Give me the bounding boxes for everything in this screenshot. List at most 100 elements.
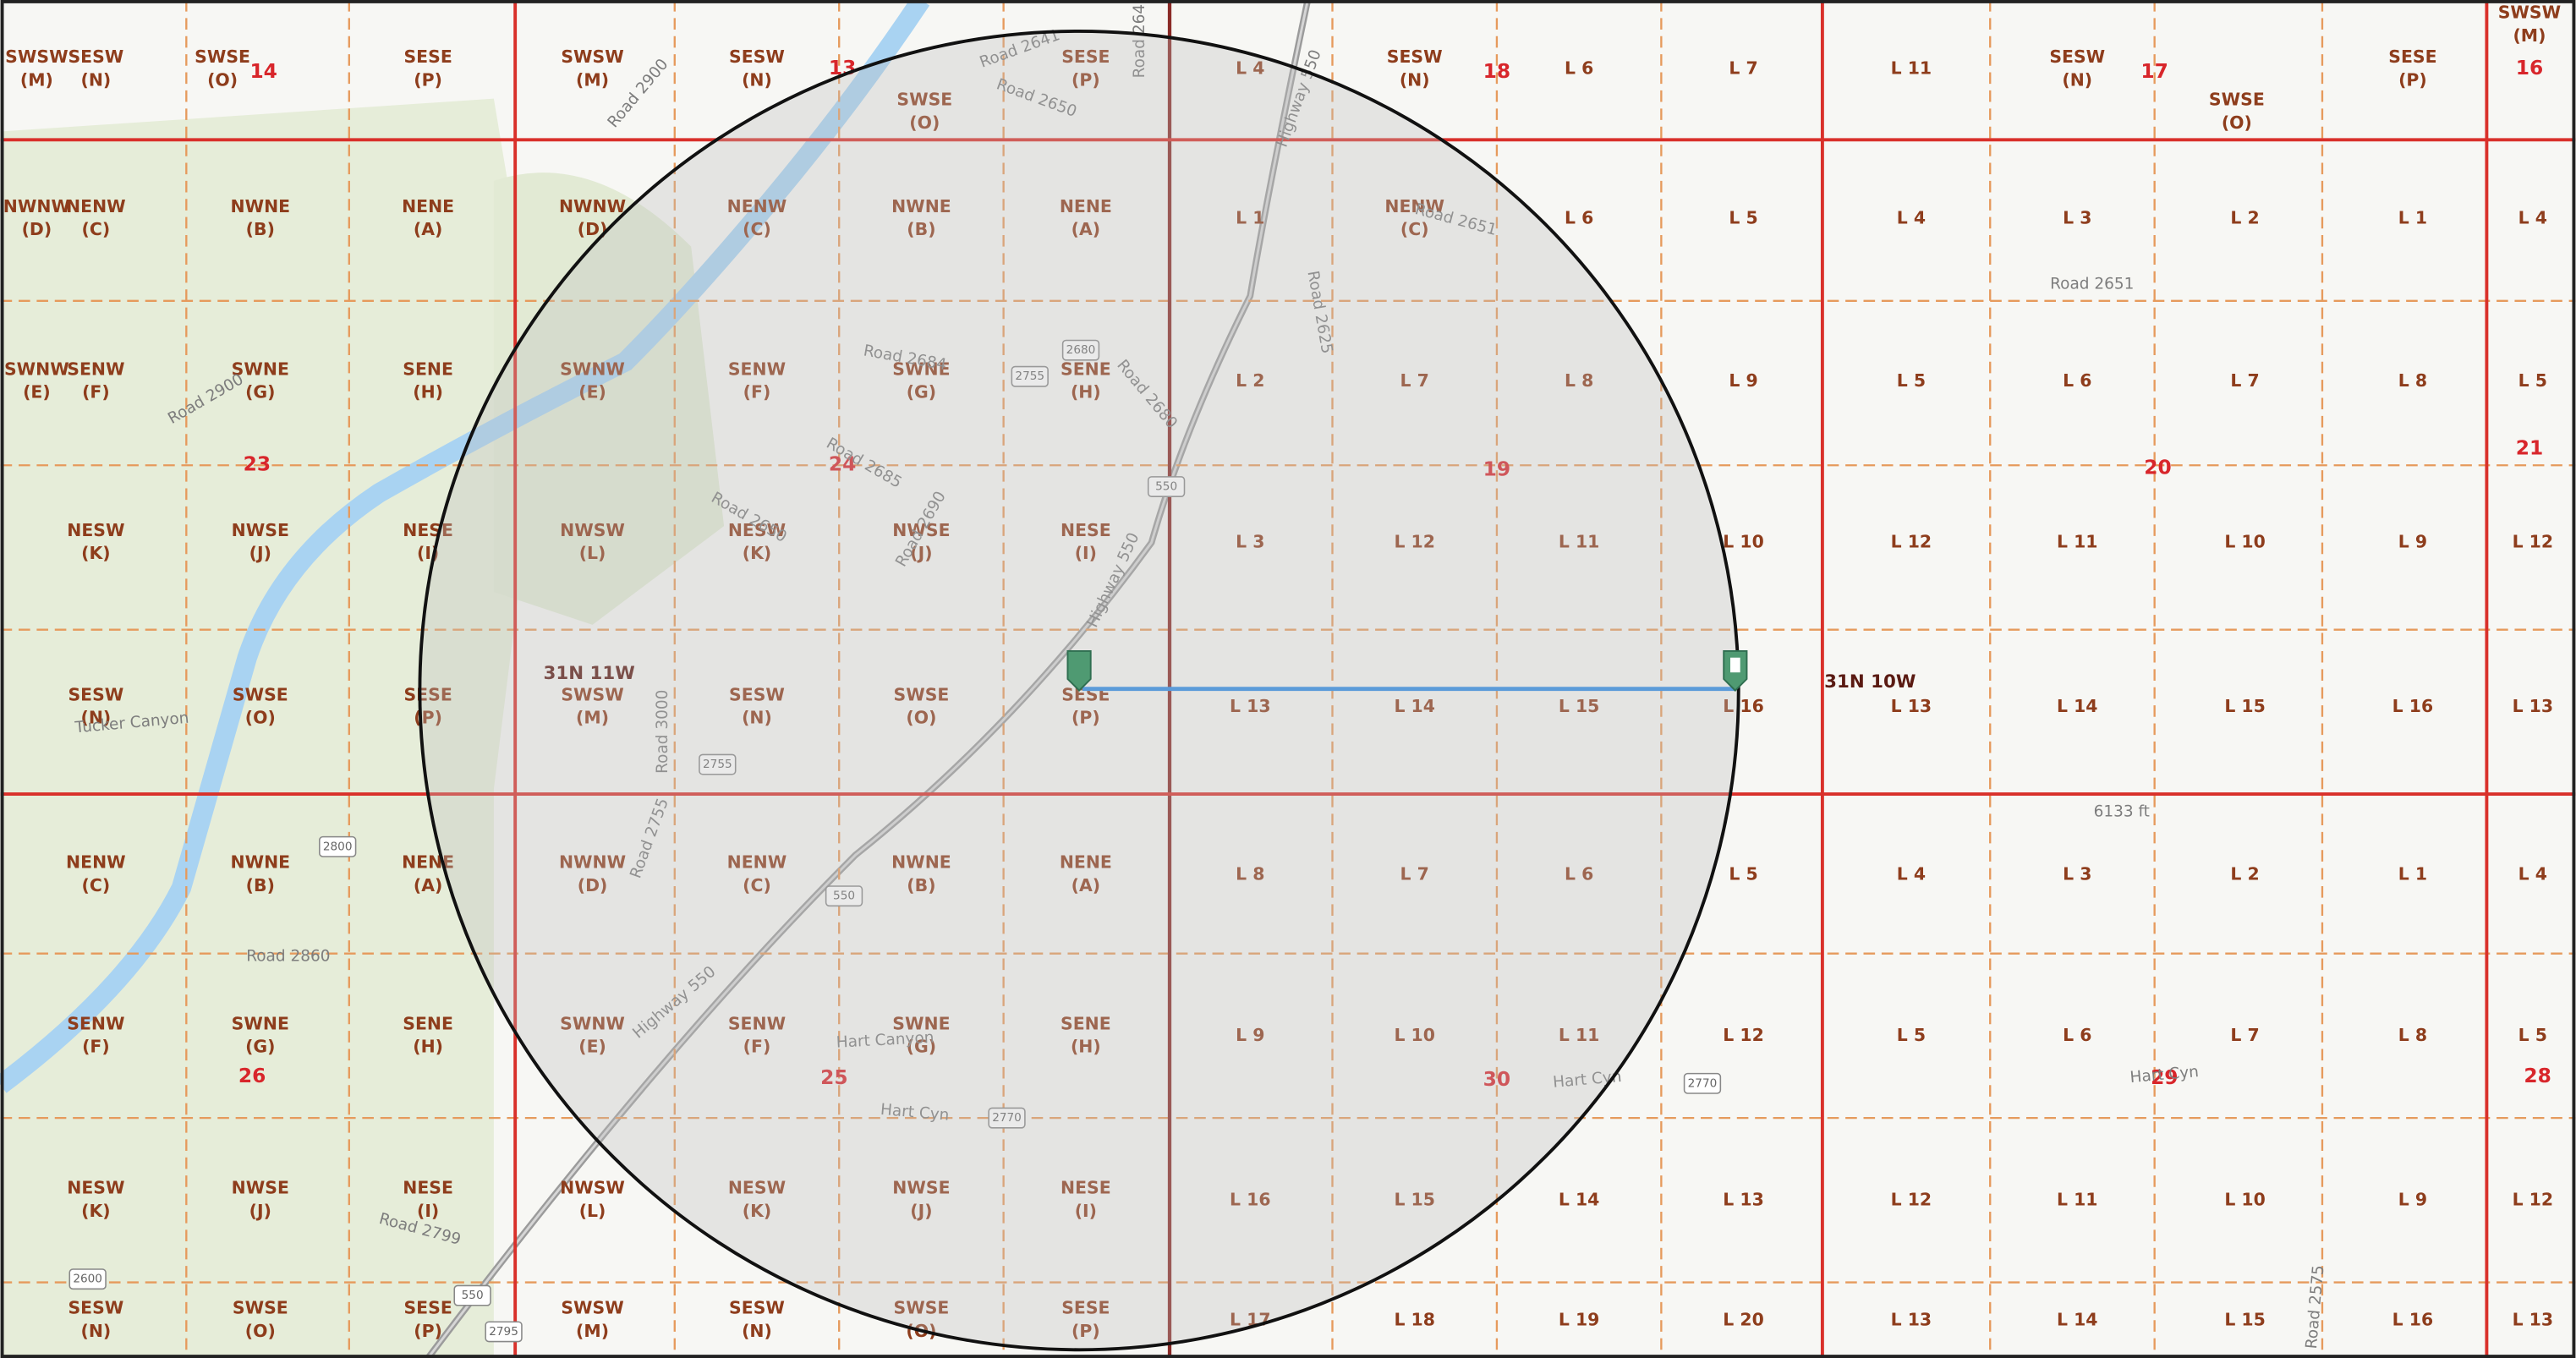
section-number: 30: [1483, 1067, 1510, 1091]
road-label: Road 2860: [246, 948, 330, 966]
lot-label: L 7: [1729, 58, 1757, 79]
lot-label: L 13: [1723, 1189, 1764, 1209]
cell-name: NENE: [1060, 852, 1112, 873]
lot-label: L 3: [2063, 863, 2091, 884]
lot-label: L 5: [2518, 370, 2547, 391]
river: [0, 0, 930, 1093]
cell-name: NENW: [727, 852, 787, 873]
cell-name: SWNW: [4, 359, 69, 379]
lot-label: L 5: [1729, 208, 1757, 228]
cell-letter: (N): [81, 708, 112, 728]
cell-name: SWSE: [893, 1298, 949, 1318]
road-shield: [1061, 339, 1100, 361]
cell-name: SWSE: [896, 90, 952, 110]
shield-label: 2770: [992, 1111, 1022, 1125]
section-number: 17: [2140, 59, 2168, 83]
road-shield: [1683, 1072, 1722, 1094]
cell-name: NWSW: [560, 520, 625, 540]
lot-label: L 2: [2230, 208, 2259, 228]
cell-name: NESW: [728, 1178, 786, 1198]
road-shield: [319, 835, 357, 857]
cell-letter: (F): [82, 382, 110, 402]
cell-name: SESE: [403, 1298, 452, 1318]
shield-label: 2600: [73, 1273, 102, 1286]
cell-letter: (N): [1400, 69, 1430, 90]
cell-letter: (J): [910, 543, 932, 563]
road-shield: [1147, 476, 1186, 497]
lot-label: L 5: [2518, 1025, 2547, 1045]
shield-label: 2770: [1688, 1076, 1718, 1090]
lot-label: L 13: [1891, 1309, 1932, 1329]
lot-label: L 12: [1891, 532, 1932, 552]
cell-name: SENE: [1061, 1013, 1111, 1033]
cell-letter: (J): [910, 1201, 932, 1221]
lot-label: L 15: [2224, 696, 2266, 716]
cell-name: SENW: [67, 1013, 124, 1033]
section-number: 21: [2516, 435, 2543, 459]
lot-label: L 13: [1891, 696, 1932, 716]
cell-letter: (A): [1072, 875, 1100, 895]
road-shield: [1011, 365, 1049, 387]
lot-label: L 3: [2063, 208, 2091, 228]
cell-name: NWNW: [559, 852, 626, 873]
labels: SWSW(M)SESW(N)SWSE(O)SESE(P)SWSW(M)SESW(…: [3, 0, 2561, 1350]
cell-letter: (P): [1072, 69, 1100, 90]
cell-name: NENW: [1384, 196, 1444, 216]
cell-letter: (N): [742, 1321, 772, 1341]
cell-letter: (E): [23, 382, 51, 402]
shield-label: 2755: [703, 758, 732, 771]
cell-name: SWSW: [561, 47, 623, 67]
cell-name: SENW: [728, 359, 786, 379]
cell-letter: (H): [413, 382, 443, 402]
cell-letter: (N): [2062, 69, 2092, 90]
lot-label: L 6: [1565, 58, 1593, 79]
shield-label: 2680: [1066, 343, 1096, 357]
lot-label: L 10: [2224, 1189, 2266, 1209]
vegetation: [0, 98, 544, 1358]
cell-letter: (O): [207, 69, 238, 90]
cell-letter: (K): [743, 543, 771, 563]
cell-letter: (K): [81, 543, 110, 563]
lot-label: L 8: [1565, 370, 1593, 391]
cell-name: NESE: [1061, 520, 1111, 540]
lot-label: L 1: [2398, 863, 2427, 884]
cell-letter: (M): [576, 69, 609, 90]
cell-letter: (O): [2222, 112, 2252, 133]
section-number: 25: [820, 1065, 847, 1089]
road-label: Road 2651: [2050, 275, 2134, 293]
lot-label: L 19: [1559, 1309, 1600, 1329]
shield-label: 550: [833, 890, 855, 903]
section-number: 19: [1483, 457, 1510, 481]
cell-name: NENE: [402, 196, 454, 216]
lot-label: L 9: [1729, 370, 1757, 391]
lot-label: L 7: [1400, 863, 1429, 884]
lot-label: L 16: [1723, 696, 1764, 716]
section-number: 28: [2524, 1064, 2551, 1087]
section-number: 26: [238, 1064, 266, 1087]
lot-label: L 11: [1559, 532, 1600, 552]
lot-label: L 4: [1897, 863, 1926, 884]
lot-label: L 10: [1394, 1025, 1435, 1045]
cell-name: NESE: [403, 1178, 453, 1198]
cell-letter: (J): [249, 1201, 271, 1221]
cell-letter: (M): [576, 708, 609, 728]
cell-letter: (G): [245, 382, 275, 402]
lot-label: L 16: [2392, 696, 2434, 716]
cell-letter: (F): [743, 1037, 771, 1057]
cell-letter: (M): [2513, 25, 2546, 46]
cell-letter: (D): [22, 219, 52, 239]
cell-letter: (A): [414, 219, 442, 239]
lot-label: L 4: [1897, 208, 1926, 228]
cell-letter: (K): [81, 1201, 110, 1221]
road-label: Road 2645: [1131, 0, 1148, 78]
cell-letter: (N): [742, 708, 772, 728]
lot-label: L 12: [1723, 1025, 1764, 1045]
cell-name: NENW: [66, 852, 126, 873]
section-number: 24: [829, 452, 856, 476]
section-number: 23: [244, 452, 271, 476]
lot-label: L 8: [2398, 370, 2427, 391]
cell-letter: (P): [1072, 1321, 1100, 1341]
